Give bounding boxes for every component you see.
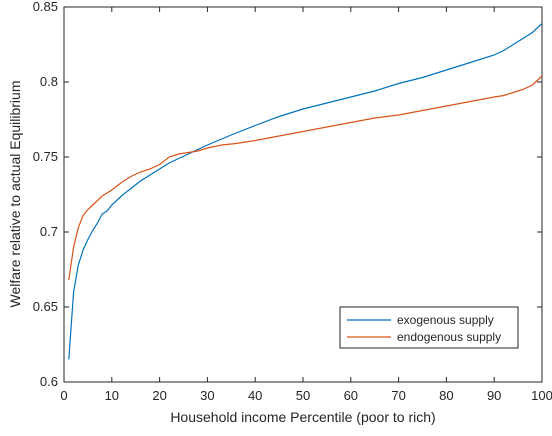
x-tick-label: 40: [248, 388, 262, 403]
y-axis-label: Welfare relative to actual Equilibrium: [7, 81, 23, 308]
x-tick-label: 80: [439, 388, 453, 403]
x-tick-label: 0: [60, 388, 67, 403]
legend-box: [339, 306, 519, 349]
series-line-endogenous: [68, 75, 543, 281]
y-tick-label: 0.7: [40, 224, 58, 239]
x-tick-label: 60: [344, 388, 358, 403]
x-axis-label: Household income Percentile (poor to ric…: [170, 409, 435, 425]
y-tick-label: 0.75: [33, 149, 58, 164]
x-tick-label: 10: [105, 388, 119, 403]
series-line-exogenous: [68, 23, 543, 360]
y-axis-ticks: 0.6 0.65 0.7 0.75 0.8 0.85: [33, 0, 542, 389]
legend-label-endogenous: endogenous supply: [397, 330, 501, 344]
x-tick-label: 90: [487, 388, 501, 403]
y-tick-label: 0.8: [40, 74, 58, 89]
legend: exogenous supply endogenous supply: [339, 306, 519, 349]
x-tick-label: 70: [391, 388, 405, 403]
x-tick-label: 20: [152, 388, 166, 403]
x-axis-ticks: 0 10 20 30 40 50 60 70 80 90 100: [60, 7, 552, 403]
y-tick-label: 0.6: [40, 374, 58, 389]
x-tick-label: 30: [200, 388, 214, 403]
y-tick-label: 0.85: [33, 0, 58, 14]
legend-label-exogenous: exogenous supply: [397, 313, 494, 327]
series-layer: [68, 23, 543, 360]
y-tick-label: 0.65: [33, 299, 58, 314]
x-tick-label: 100: [531, 388, 552, 403]
x-tick-label: 50: [296, 388, 310, 403]
